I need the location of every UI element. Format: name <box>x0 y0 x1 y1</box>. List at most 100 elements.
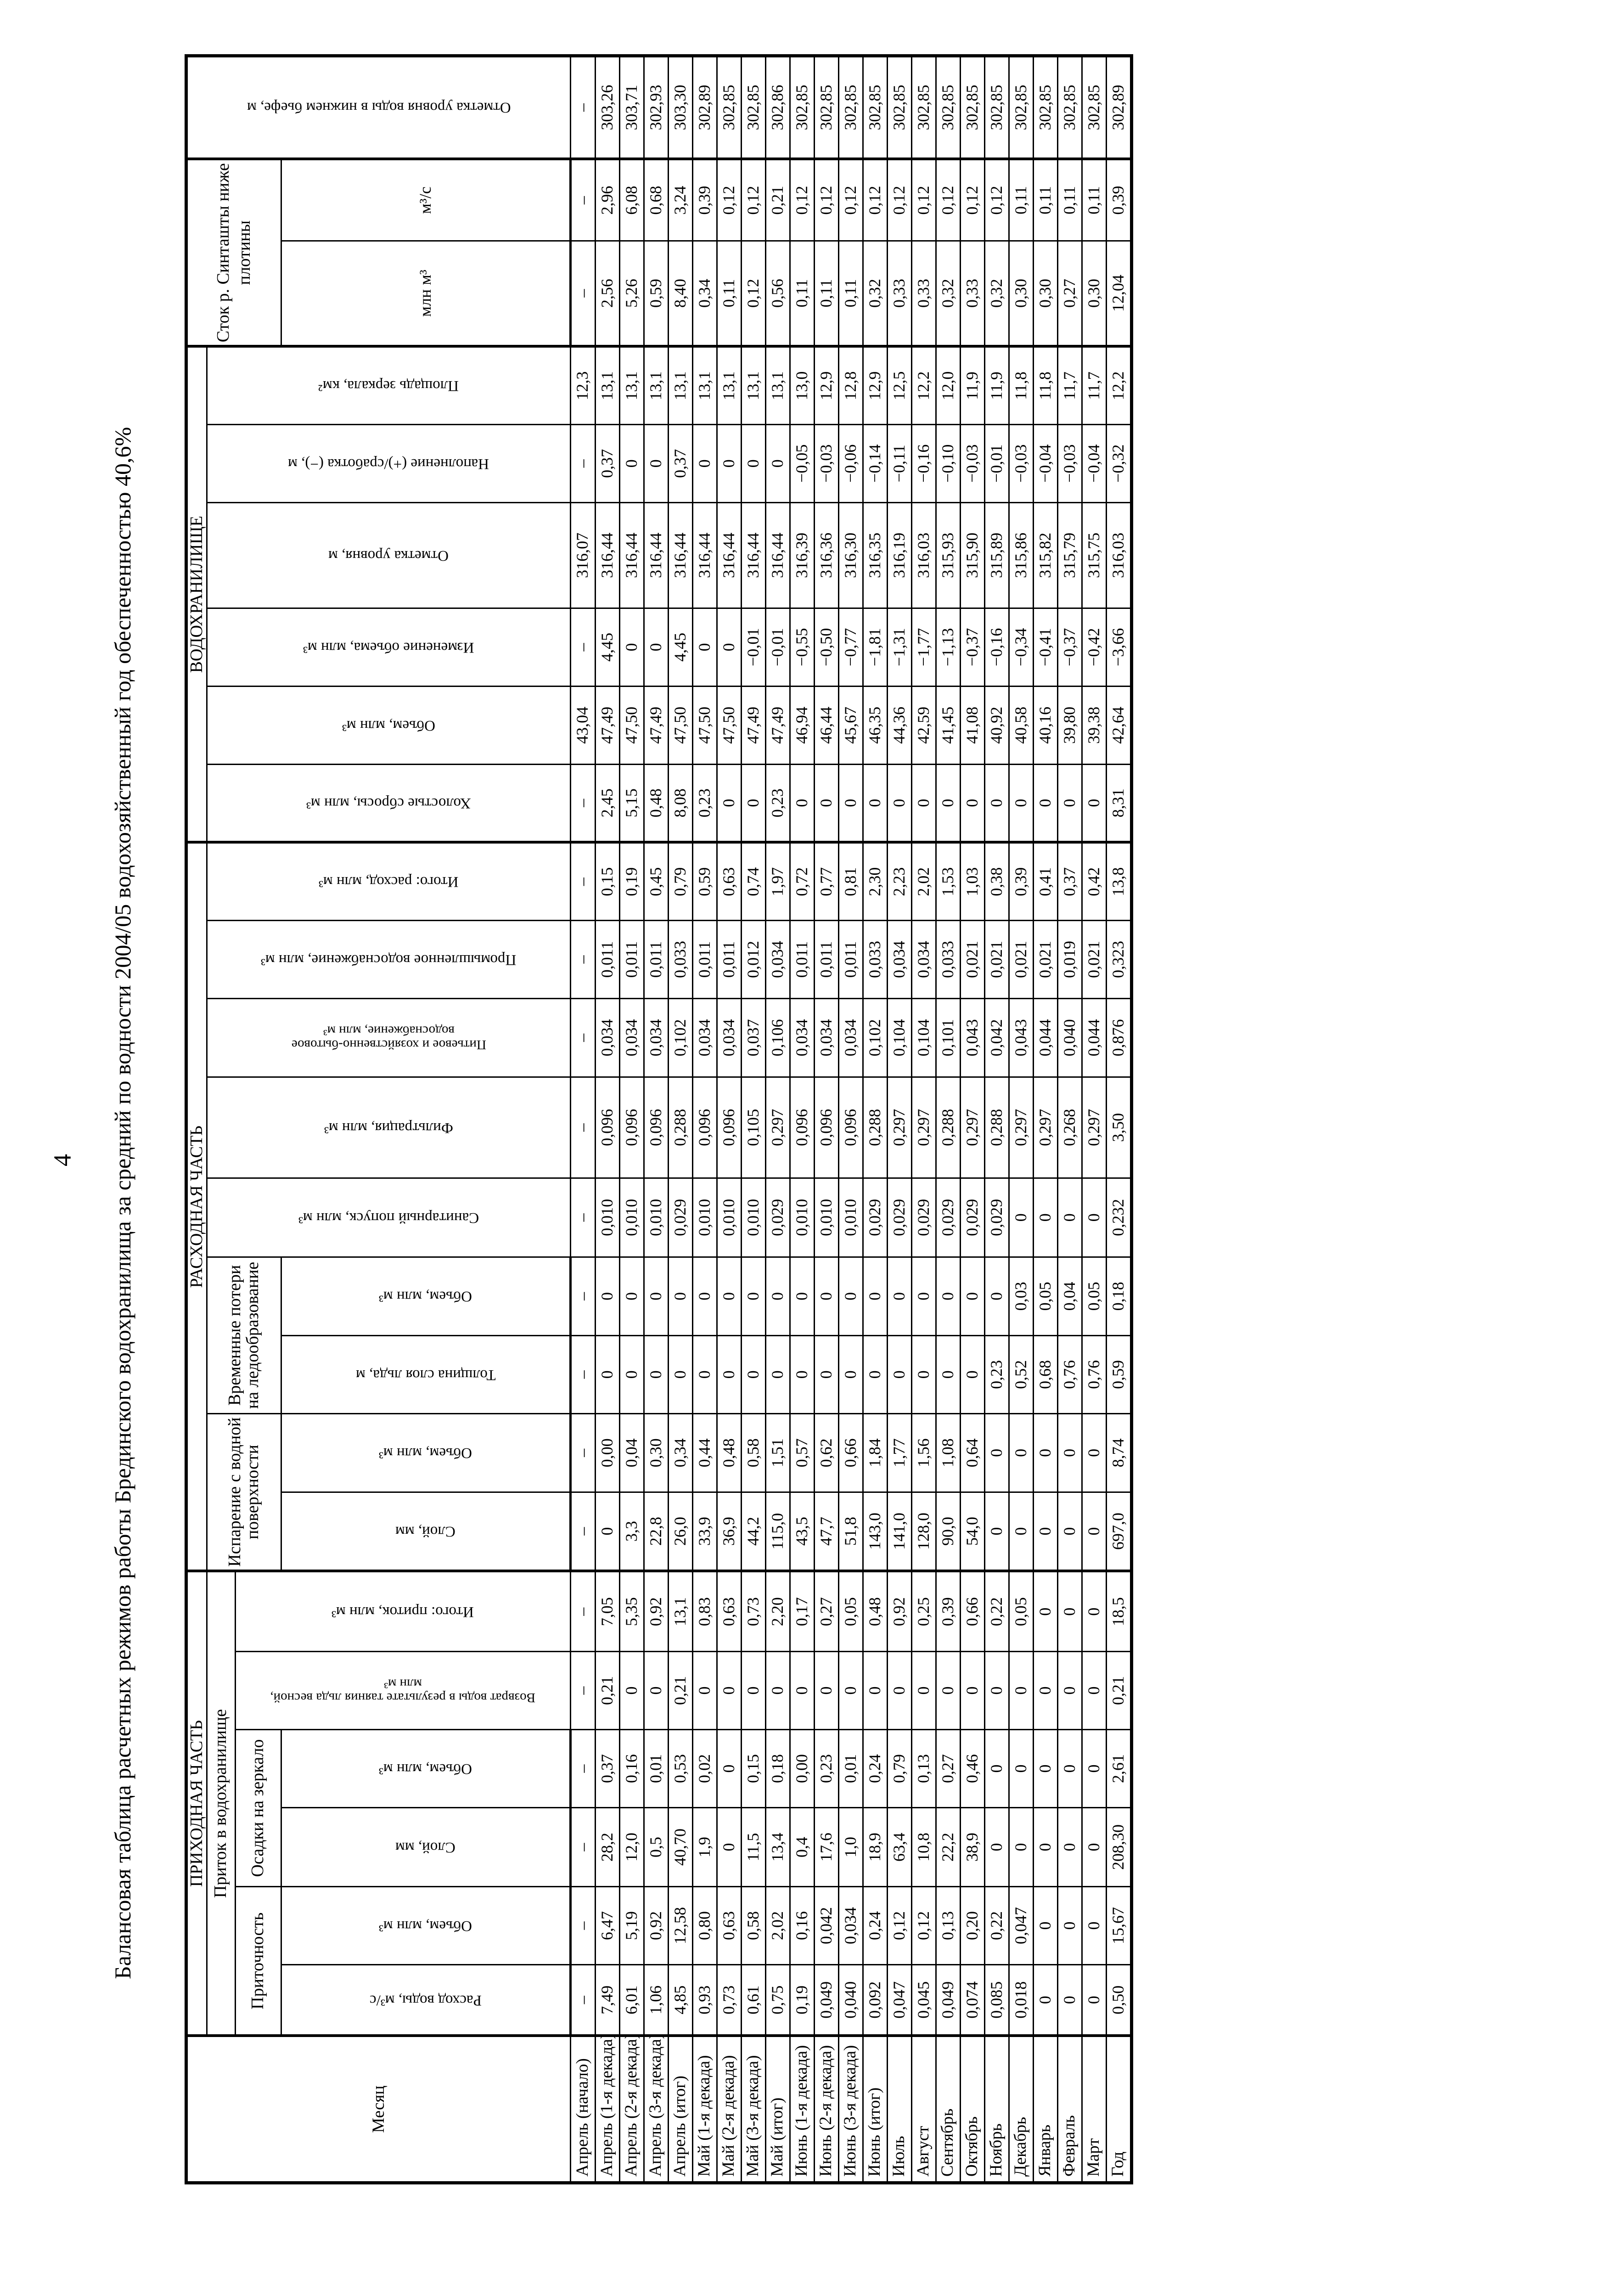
data-cell: 0,010 <box>644 1178 669 1257</box>
data-cell: 0 <box>1057 1964 1082 2036</box>
data-cell: 13,1 <box>668 346 693 425</box>
data-cell: 0,21 <box>595 1651 620 1730</box>
data-cell: 8,40 <box>668 241 693 347</box>
data-cell: −0,05 <box>790 424 815 503</box>
data-cell: 0,39 <box>936 1571 961 1652</box>
data-cell: 0,011 <box>838 920 863 999</box>
data-cell: 0,12 <box>741 241 766 347</box>
data-cell: 0,24 <box>863 1886 888 1965</box>
data-cell: 0,30 <box>644 1413 669 1492</box>
data-cell: 0 <box>984 1651 1009 1730</box>
data-cell: 0,63 <box>717 1571 742 1652</box>
data-cell: 45,67 <box>838 686 863 765</box>
data-cell: 0,59 <box>692 842 717 921</box>
data-cell: 41,45 <box>936 686 961 765</box>
data-cell: 28,2 <box>595 1807 620 1887</box>
month-label: Октябрь <box>960 2036 985 2183</box>
data-cell: 0,042 <box>814 1886 839 1965</box>
data-cell: 0 <box>1057 1571 1082 1652</box>
data-cell: – <box>570 842 596 921</box>
data-cell: 0,48 <box>717 1413 742 1492</box>
table-row: Апрель (3-я декада) 1,06 0,92 0,5 0,01 0 0,92 2… <box>644 56 669 2183</box>
data-cell: 46,44 <box>814 686 839 765</box>
data-cell: 0,76 <box>1057 1335 1082 1414</box>
data-cell: 0,033 <box>936 920 961 999</box>
data-cell: 0 <box>741 424 766 503</box>
data-cell: 2,96 <box>595 159 620 241</box>
data-cell: 54,0 <box>960 1492 985 1571</box>
data-cell: 0 <box>1009 1492 1034 1571</box>
data-cell: 0 <box>692 1335 717 1414</box>
header-otmetka-nb-label: Отметка уровня воды в нижнем бьефе, м <box>247 99 511 116</box>
header-sanitarny: Санитарный попуск, млн м³ <box>207 1178 571 1257</box>
data-cell: 0 <box>765 1335 790 1414</box>
data-cell: 0 <box>911 1335 936 1414</box>
data-cell: −0,34 <box>1009 608 1034 687</box>
data-cell: 0 <box>692 608 717 687</box>
header-obem-poteri: Объем, млн м³ <box>281 1257 571 1336</box>
data-cell: 40,70 <box>668 1807 693 1887</box>
data-cell: 0,021 <box>960 920 985 999</box>
data-cell: 0,22 <box>984 1886 1009 1965</box>
data-cell: 0 <box>814 764 839 843</box>
header-osadki: Осадки на зеркало <box>235 1729 281 1887</box>
data-cell: – <box>570 424 596 503</box>
data-cell: 0 <box>863 764 888 843</box>
data-cell: 1,9 <box>692 1807 717 1887</box>
data-cell: 0 <box>692 1257 717 1336</box>
data-cell: 13,0 <box>790 346 815 425</box>
data-cell: 0,288 <box>936 1077 961 1178</box>
data-cell: 0 <box>960 1257 985 1336</box>
data-cell: 0 <box>863 1257 888 1336</box>
data-cell: 0,034 <box>887 920 912 999</box>
data-cell: −1,77 <box>911 608 936 687</box>
header-itogo-pritok: Итого: приток, млн м³ <box>235 1571 571 1652</box>
data-cell: 0,011 <box>790 920 815 999</box>
data-cell: 7,49 <box>595 1964 620 2036</box>
data-cell: – <box>570 1413 596 1492</box>
table-row: Апрель (1-я декада) 7,49 6,47 28,2 0,37 0,21 7… <box>595 56 620 2183</box>
data-cell: – <box>570 159 596 241</box>
data-cell: −1,13 <box>936 608 961 687</box>
data-cell: 2,02 <box>911 842 936 921</box>
data-cell: 0,037 <box>741 998 766 1077</box>
data-cell: 0,044 <box>1082 998 1107 1077</box>
data-cell: – <box>570 1335 596 1414</box>
data-cell: 0,096 <box>790 1077 815 1178</box>
header-group-rashod: РАСХОДНАЯ ЧАСТЬ <box>186 842 207 1571</box>
data-cell: 13,1 <box>692 346 717 425</box>
data-cell: 315,90 <box>960 502 985 608</box>
data-cell: 47,50 <box>717 686 742 765</box>
header-tolschina-label: Толщина слоя льда, м <box>355 1366 496 1383</box>
data-cell: 13,1 <box>668 1571 693 1652</box>
data-cell: 0,15 <box>595 842 620 921</box>
data-cell: 18,9 <box>863 1807 888 1887</box>
data-cell: 128,0 <box>911 1492 936 1571</box>
header-tolschina: Толщина слоя льда, м <box>281 1335 571 1414</box>
data-cell: 0,101 <box>936 998 961 1077</box>
data-cell: 17,6 <box>814 1807 839 1887</box>
table-row: Сентябрь 0,049 0,13 22,2 0,27 0 0,39 90,0 1,08 0 0… <box>936 56 961 2183</box>
data-cell: 0,102 <box>668 998 693 1077</box>
data-cell: 0 <box>717 1257 742 1336</box>
data-cell: 0,01 <box>838 1729 863 1808</box>
data-cell: 12,2 <box>911 346 936 425</box>
data-cell: 0,034 <box>717 998 742 1077</box>
data-cell: 0,74 <box>741 842 766 921</box>
data-cell: 0,034 <box>644 998 669 1077</box>
data-cell: 12,58 <box>668 1886 693 1965</box>
header-stok-m3s: м³/с <box>281 159 571 241</box>
data-cell: 316,44 <box>692 502 717 608</box>
data-cell: 0,096 <box>644 1077 669 1178</box>
data-cell: 0 <box>814 1651 839 1730</box>
data-cell: 0 <box>960 1651 985 1730</box>
data-cell: 11,7 <box>1057 346 1082 425</box>
data-cell: −0,37 <box>960 608 985 687</box>
table-row: Июнь (1-я декада) 0,19 0,16 0,4 0,00 0 0,17 43,… <box>790 56 815 2183</box>
data-cell: 0 <box>1057 1413 1082 1492</box>
data-cell: 0 <box>1057 1178 1082 1257</box>
data-cell: 0 <box>668 1335 693 1414</box>
data-cell: 1,51 <box>765 1413 790 1492</box>
data-cell: 0,011 <box>595 920 620 999</box>
